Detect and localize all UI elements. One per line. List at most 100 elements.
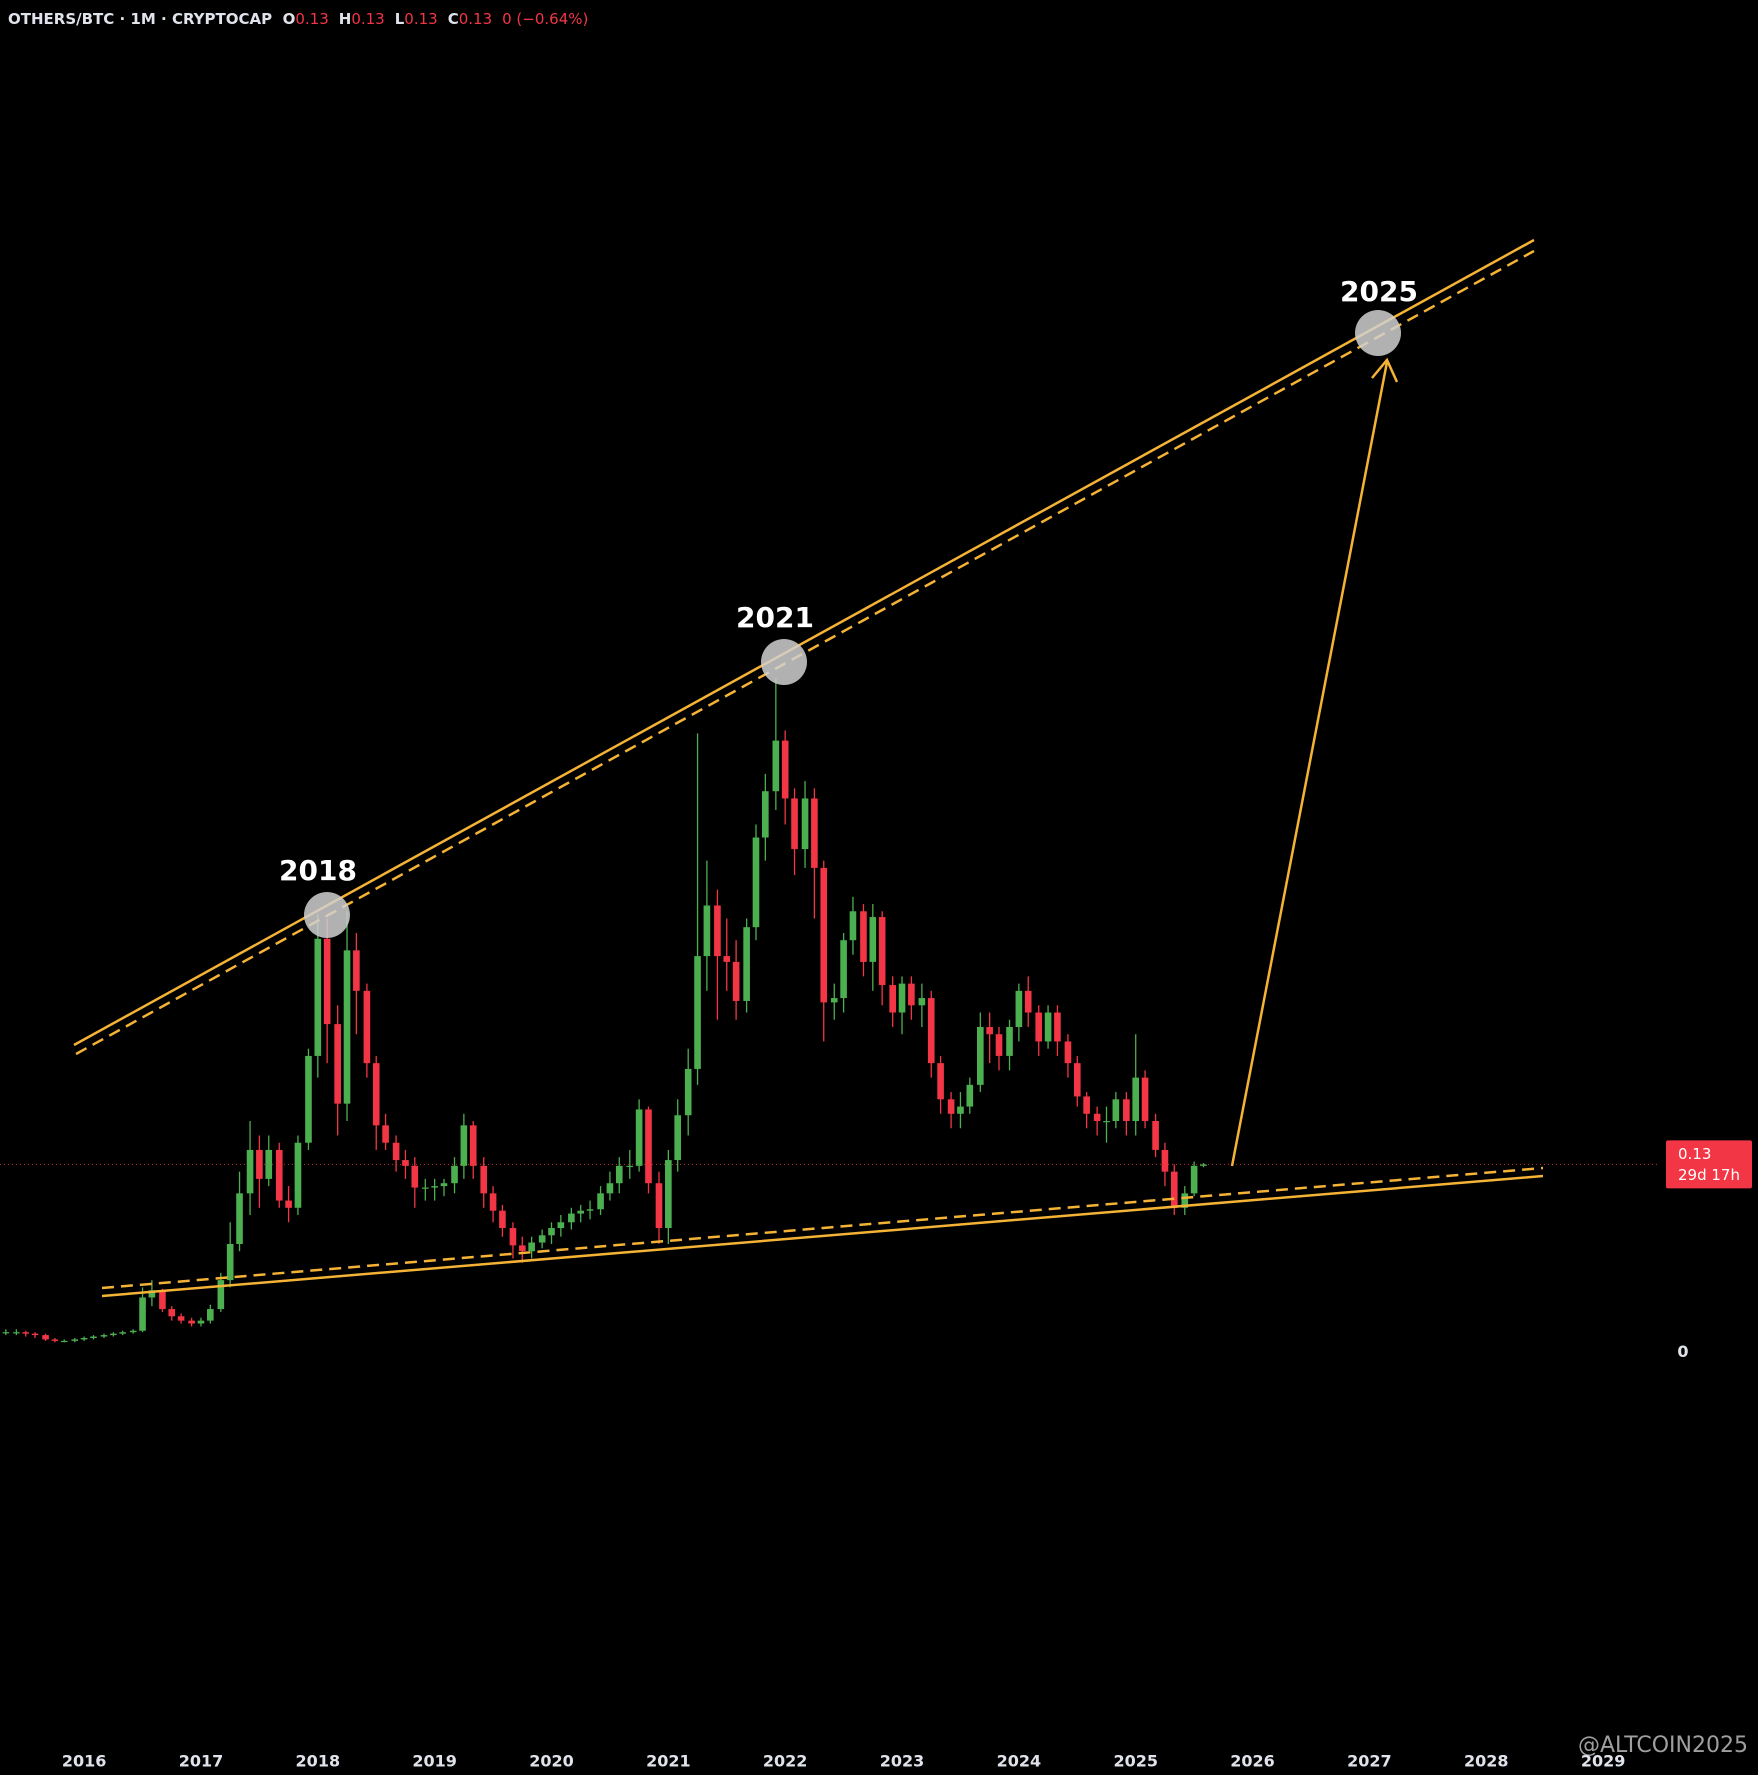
candle-body — [1083, 1096, 1090, 1114]
candle-body — [363, 990, 371, 1064]
x-tick-label: 2027 — [1347, 1752, 1392, 1771]
candle-body — [655, 1183, 663, 1229]
candle-body — [665, 1160, 672, 1229]
candle-body — [2, 1332, 10, 1334]
candle-body — [31, 1333, 39, 1336]
candle-body — [265, 1149, 273, 1179]
ohlc-value: 0.13 — [295, 10, 329, 28]
candle-body — [440, 1183, 448, 1187]
ohlc-key: O — [282, 10, 296, 28]
candle-body — [723, 956, 731, 962]
candle-body — [129, 1330, 137, 1333]
candle-body — [217, 1280, 225, 1310]
x-tick-label: 2024 — [997, 1752, 1042, 1771]
candle-body — [197, 1320, 205, 1324]
x-tick-label: 2022 — [763, 1752, 808, 1771]
candle-body — [226, 1243, 234, 1281]
candle-body — [392, 1142, 400, 1161]
candle-body — [577, 1210, 585, 1214]
candle-body — [878, 917, 886, 986]
price-badge-countdown: 29d 17h — [1678, 1166, 1740, 1184]
ohlc: O0.13 H0.13 L0.13 C0.13 — [283, 10, 503, 28]
candle-body — [110, 1333, 117, 1336]
x-tick-label: 2016 — [62, 1752, 107, 1771]
candle-body — [1112, 1099, 1120, 1122]
candle-body — [294, 1142, 302, 1208]
candle-body — [860, 911, 867, 962]
ohlc-value: 0.13 — [351, 10, 385, 28]
candle-body — [811, 798, 818, 868]
candle-body — [957, 1106, 964, 1114]
candle-body — [256, 1149, 263, 1179]
peak-marker — [304, 892, 350, 938]
candle-body — [499, 1210, 506, 1229]
candle-body — [1073, 1063, 1081, 1097]
candle-body — [80, 1337, 88, 1340]
candle-body — [995, 1034, 1003, 1056]
candle-body — [1006, 1026, 1013, 1056]
annotation: 2018 — [279, 854, 357, 887]
candle-body — [90, 1336, 97, 1338]
candle-body — [1181, 1193, 1189, 1208]
candle-body — [119, 1332, 126, 1334]
candle-body — [71, 1339, 79, 1341]
candle-body — [849, 911, 857, 941]
candle-body — [1161, 1149, 1169, 1172]
candle-body — [869, 917, 877, 962]
peak-marker — [761, 639, 807, 685]
candle-body — [402, 1160, 409, 1166]
watermark: @ALTCOIN2025 — [1578, 1733, 1748, 1758]
candle-body — [1200, 1164, 1207, 1166]
candle-body — [927, 998, 935, 1064]
candles — [0, 678, 1658, 1343]
candle-body — [518, 1245, 526, 1252]
ohlc-value: 0.13 — [458, 10, 493, 28]
ohlc-key: C — [447, 10, 459, 28]
candle-body — [1044, 1012, 1052, 1042]
x-tick-label: 2029 — [1581, 1752, 1626, 1771]
candle-body — [762, 791, 769, 838]
candle-body — [918, 998, 926, 1006]
candle-body — [305, 1055, 312, 1143]
candle-body — [1035, 1012, 1043, 1042]
candle-body — [411, 1165, 419, 1188]
candle-body — [606, 1183, 614, 1194]
y-tick-label: 0 — [1677, 1342, 1688, 1361]
candle-body — [372, 1063, 380, 1126]
candle-body — [645, 1109, 652, 1184]
candle-body — [334, 1024, 341, 1104]
change: 0 (−0.64%) — [502, 10, 589, 28]
candle-body — [1141, 1077, 1149, 1122]
candle-body — [60, 1340, 68, 1343]
candle-body — [548, 1228, 555, 1236]
candle-body — [528, 1242, 535, 1252]
candle-body — [1123, 1099, 1130, 1122]
candle-body — [1093, 1113, 1101, 1122]
candle-body — [538, 1235, 546, 1243]
annotation: 2025 — [1340, 275, 1418, 308]
candle-body — [714, 905, 721, 957]
candle-body — [421, 1187, 429, 1189]
x-tick-label: 2023 — [880, 1752, 925, 1771]
x-tick-label: 2021 — [646, 1752, 691, 1771]
target-marker — [1355, 310, 1401, 356]
x-tick-label: 2026 — [1230, 1752, 1275, 1771]
ohlc-key: H — [338, 10, 352, 28]
candle-body — [13, 1332, 20, 1334]
candle-body — [1064, 1041, 1072, 1064]
symbol-legend: OTHERS/BTC · 1M · CRYPTOCAP O0.13 H0.13 L0… — [8, 10, 598, 28]
x-tick-label: 2028 — [1464, 1752, 1509, 1771]
candle-body — [1170, 1171, 1178, 1208]
candle-body — [460, 1125, 468, 1166]
candle-body — [1132, 1077, 1140, 1122]
candle-body — [168, 1309, 176, 1317]
candle-body — [343, 950, 351, 1104]
candle-body — [207, 1309, 214, 1321]
candle-body — [1054, 1012, 1061, 1042]
price-badge — [1666, 1140, 1752, 1189]
candle-body — [772, 740, 780, 792]
candle-body — [791, 798, 798, 850]
